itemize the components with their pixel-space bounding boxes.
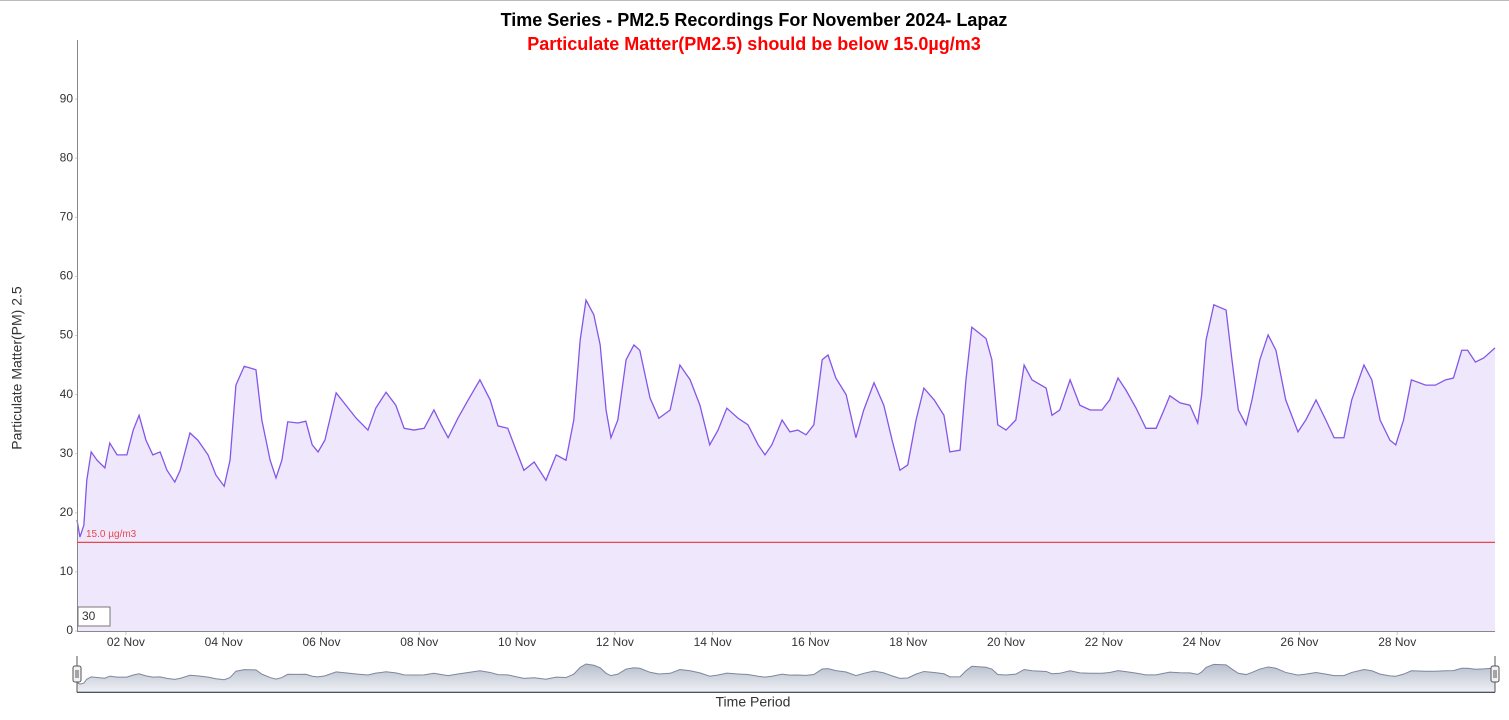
y-tick-label: 50 <box>60 328 74 342</box>
x-tick-label: 18 Nov <box>889 635 927 649</box>
x-axis-title: Time Period <box>716 694 791 710</box>
y-tick-label: 70 <box>60 209 74 223</box>
y-tick-label: 80 <box>60 150 74 164</box>
y-tick-label: 10 <box>60 564 74 578</box>
navigator-area <box>76 663 1496 693</box>
x-tick-label: 02 Nov <box>107 635 145 649</box>
x-tick-label: 14 Nov <box>694 635 732 649</box>
chart-subtitle: Particulate Matter(PM2.5) should be belo… <box>527 34 980 54</box>
x-tick-label: 22 Nov <box>1085 635 1123 649</box>
x-tick-label: 26 Nov <box>1280 635 1318 649</box>
y-axis-title: Particulate Matter(PM) 2.5 <box>9 286 25 450</box>
y-tick-label: 0 <box>66 623 73 637</box>
x-tick-label: 24 Nov <box>1183 635 1221 649</box>
area-fill <box>77 300 1495 631</box>
navigator-handle[interactable] <box>1490 665 1500 683</box>
x-tick-label: 10 Nov <box>498 635 536 649</box>
chart-title: Time Series - PM2.5 Recordings For Novem… <box>501 10 1008 30</box>
y-tick-label: 30 <box>60 446 74 460</box>
range-input <box>77 606 111 627</box>
x-tick-label: 12 Nov <box>596 635 634 649</box>
y-tick-label: 20 <box>60 505 74 519</box>
x-tick-label: 20 Nov <box>987 635 1025 649</box>
y-tick-label: 90 <box>60 91 74 105</box>
line <box>76 297 1496 538</box>
x-tick-label: 06 Nov <box>302 635 340 649</box>
x-tick-label: 08 Nov <box>400 635 438 649</box>
y-tick-label: 40 <box>60 387 74 401</box>
y-tick-label: 60 <box>60 269 74 283</box>
x-tick-label: 28 Nov <box>1378 635 1416 649</box>
threshold-label: 15.0 µg/m3 <box>86 529 137 540</box>
navigator-handle[interactable] <box>72 665 82 683</box>
range-input-value: 30 <box>82 609 96 623</box>
x-tick-label: 04 Nov <box>205 635 243 649</box>
x-tick-label: 16 Nov <box>791 635 829 649</box>
